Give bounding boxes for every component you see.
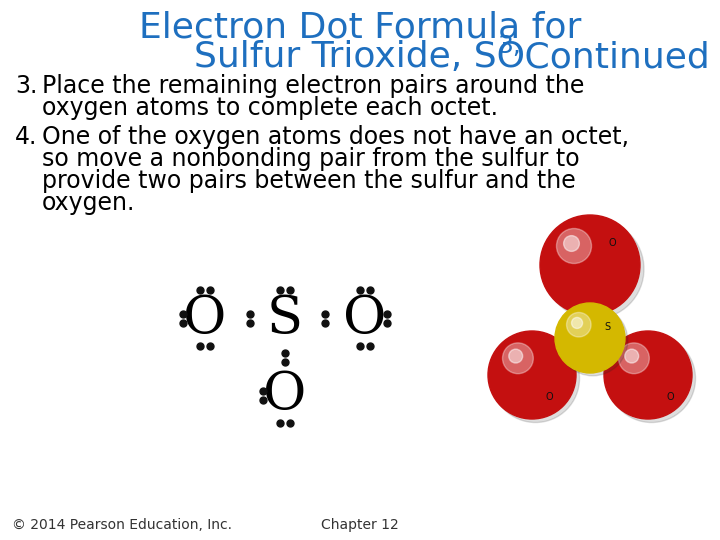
Text: oxygen atoms to complete each octet.: oxygen atoms to complete each octet. bbox=[42, 96, 498, 120]
Circle shape bbox=[604, 331, 692, 419]
Text: Continued: Continued bbox=[513, 40, 710, 74]
Text: Chapter 12: Chapter 12 bbox=[321, 518, 399, 532]
Text: O: O bbox=[608, 238, 616, 247]
Text: O: O bbox=[184, 293, 227, 343]
Text: oxygen.: oxygen. bbox=[42, 191, 135, 215]
Text: O: O bbox=[264, 369, 307, 421]
Text: 3.: 3. bbox=[15, 74, 37, 98]
Text: Electron Dot Formula for: Electron Dot Formula for bbox=[139, 10, 581, 44]
Text: O: O bbox=[546, 392, 554, 402]
Circle shape bbox=[557, 228, 592, 264]
Circle shape bbox=[540, 215, 640, 315]
Text: Place the remaining electron pairs around the: Place the remaining electron pairs aroun… bbox=[42, 74, 585, 98]
Circle shape bbox=[488, 331, 576, 419]
Text: 3,: 3, bbox=[497, 34, 521, 58]
Text: S: S bbox=[267, 293, 303, 343]
Text: so move a nonbonding pair from the sulfur to: so move a nonbonding pair from the sulfu… bbox=[42, 147, 580, 171]
Text: One of the oxygen atoms does not have an octet,: One of the oxygen atoms does not have an… bbox=[42, 125, 629, 149]
Circle shape bbox=[608, 334, 696, 422]
Circle shape bbox=[492, 334, 580, 422]
Circle shape bbox=[509, 349, 523, 363]
Circle shape bbox=[618, 343, 649, 374]
Circle shape bbox=[567, 313, 591, 337]
Circle shape bbox=[564, 235, 580, 252]
Circle shape bbox=[558, 306, 628, 376]
Text: © 2014 Pearson Education, Inc.: © 2014 Pearson Education, Inc. bbox=[12, 518, 232, 532]
Text: 4.: 4. bbox=[15, 125, 37, 149]
Text: O: O bbox=[666, 392, 674, 402]
Circle shape bbox=[555, 303, 625, 373]
Circle shape bbox=[544, 219, 644, 319]
Text: O: O bbox=[343, 293, 387, 343]
Text: provide two pairs between the sulfur and the: provide two pairs between the sulfur and… bbox=[42, 169, 576, 193]
Circle shape bbox=[503, 343, 534, 374]
Text: Sulfur Trioxide, SO: Sulfur Trioxide, SO bbox=[194, 40, 526, 74]
Circle shape bbox=[625, 349, 639, 363]
Text: S: S bbox=[604, 322, 611, 333]
Circle shape bbox=[572, 318, 582, 328]
